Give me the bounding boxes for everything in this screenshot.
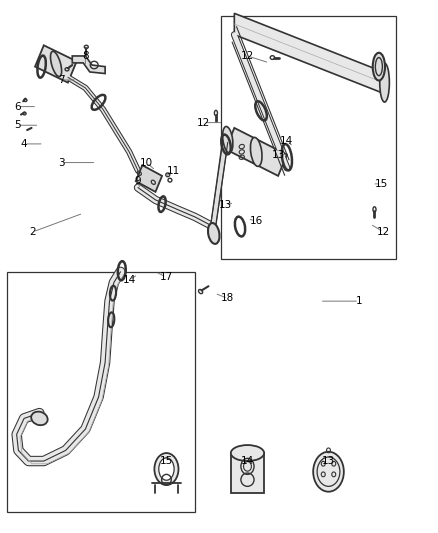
Text: 18: 18 bbox=[221, 294, 234, 303]
Text: 17: 17 bbox=[160, 272, 173, 282]
Text: 10: 10 bbox=[140, 158, 153, 167]
Text: 12: 12 bbox=[377, 227, 390, 237]
Ellipse shape bbox=[154, 453, 178, 485]
Ellipse shape bbox=[373, 53, 385, 80]
Text: 12: 12 bbox=[241, 51, 254, 61]
Text: 16: 16 bbox=[250, 216, 263, 226]
Polygon shape bbox=[35, 45, 77, 83]
Text: 11: 11 bbox=[166, 166, 180, 175]
Text: 3: 3 bbox=[58, 158, 65, 167]
Text: 14: 14 bbox=[123, 275, 136, 285]
Text: 15: 15 bbox=[160, 456, 173, 466]
Ellipse shape bbox=[159, 458, 174, 480]
Text: 4: 4 bbox=[21, 139, 28, 149]
Text: 14: 14 bbox=[280, 136, 293, 146]
Text: 5: 5 bbox=[14, 120, 21, 130]
Polygon shape bbox=[226, 128, 287, 176]
Text: 8: 8 bbox=[82, 51, 89, 61]
Ellipse shape bbox=[313, 452, 344, 491]
Ellipse shape bbox=[231, 445, 264, 461]
Polygon shape bbox=[231, 453, 264, 493]
Text: 13: 13 bbox=[219, 200, 232, 210]
Text: 12: 12 bbox=[197, 118, 210, 127]
Ellipse shape bbox=[31, 411, 48, 425]
Ellipse shape bbox=[208, 223, 219, 244]
Text: 13: 13 bbox=[272, 150, 285, 159]
Polygon shape bbox=[72, 56, 105, 74]
Text: 7: 7 bbox=[58, 75, 65, 85]
Ellipse shape bbox=[223, 126, 233, 153]
Polygon shape bbox=[234, 13, 383, 93]
Ellipse shape bbox=[251, 138, 262, 166]
Text: 9: 9 bbox=[134, 176, 141, 186]
Text: 2: 2 bbox=[29, 227, 36, 237]
Ellipse shape bbox=[50, 51, 62, 77]
Text: 6: 6 bbox=[14, 102, 21, 111]
Text: 15: 15 bbox=[374, 179, 388, 189]
Text: 14: 14 bbox=[241, 456, 254, 466]
Text: 13: 13 bbox=[322, 456, 335, 466]
Ellipse shape bbox=[380, 63, 389, 102]
Text: 1: 1 bbox=[356, 296, 363, 306]
Polygon shape bbox=[136, 165, 162, 192]
